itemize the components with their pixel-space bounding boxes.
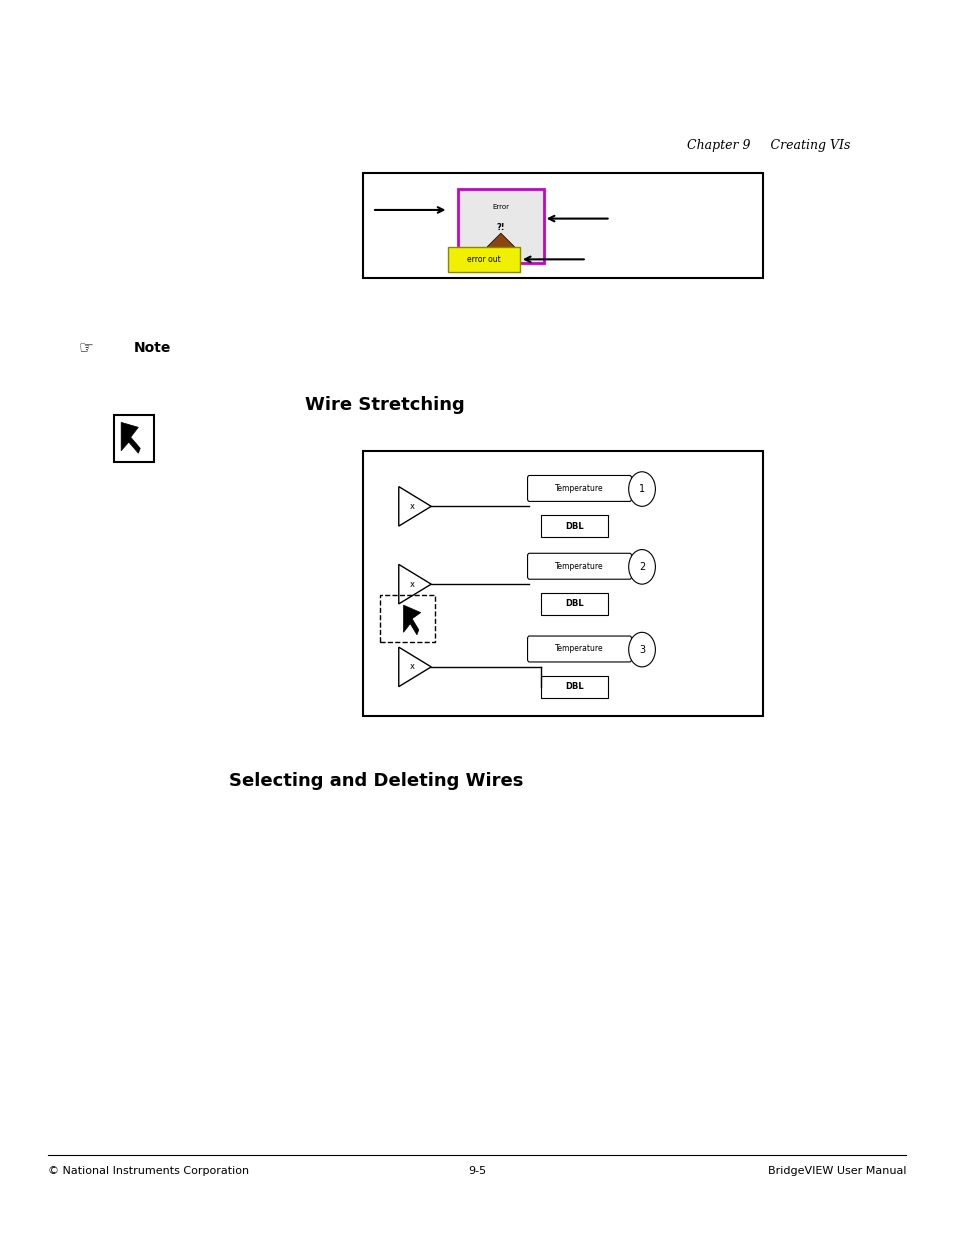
Text: 1: 1 (639, 484, 644, 494)
Bar (379, 595, 435, 642)
Polygon shape (398, 564, 431, 604)
Text: Wire Stretching: Wire Stretching (305, 396, 464, 414)
Text: DBL: DBL (564, 521, 583, 531)
Bar (448, 247, 519, 272)
Text: Selecting and Deleting Wires: Selecting and Deleting Wires (229, 772, 523, 789)
FancyBboxPatch shape (527, 636, 631, 662)
Text: DBL: DBL (564, 682, 583, 692)
Bar (540, 515, 607, 537)
Polygon shape (398, 647, 431, 687)
Bar (362, 451, 762, 716)
Bar (113, 415, 153, 462)
Text: x: x (409, 579, 415, 589)
Circle shape (628, 632, 655, 667)
Text: 2: 2 (639, 562, 644, 572)
Text: Error: Error (492, 205, 509, 210)
FancyBboxPatch shape (527, 475, 631, 501)
Text: Temperature: Temperature (555, 484, 603, 493)
Bar (540, 676, 607, 698)
Text: BridgeVIEW User Manual: BridgeVIEW User Manual (767, 1166, 905, 1176)
FancyBboxPatch shape (457, 189, 543, 263)
Text: x: x (409, 662, 415, 672)
Bar (540, 593, 607, 615)
Text: ?!: ?! (496, 224, 505, 232)
Circle shape (628, 472, 655, 506)
Polygon shape (487, 233, 514, 261)
Text: © National Instruments Corporation: © National Instruments Corporation (48, 1166, 249, 1176)
Text: Note: Note (133, 341, 171, 356)
Polygon shape (403, 605, 420, 635)
Bar (362, 173, 762, 278)
Text: Chapter 9     Creating VIs: Chapter 9 Creating VIs (686, 140, 849, 152)
Text: DBL: DBL (564, 599, 583, 609)
Polygon shape (121, 422, 140, 453)
Text: Temperature: Temperature (555, 562, 603, 571)
Text: Temperature: Temperature (555, 645, 603, 653)
Text: 3: 3 (639, 645, 644, 655)
Text: error out: error out (467, 254, 500, 264)
Text: 9-5: 9-5 (468, 1166, 485, 1176)
Text: x: x (409, 501, 415, 511)
Circle shape (628, 550, 655, 584)
Text: ☞: ☞ (78, 340, 93, 357)
FancyBboxPatch shape (527, 553, 631, 579)
Polygon shape (398, 487, 431, 526)
